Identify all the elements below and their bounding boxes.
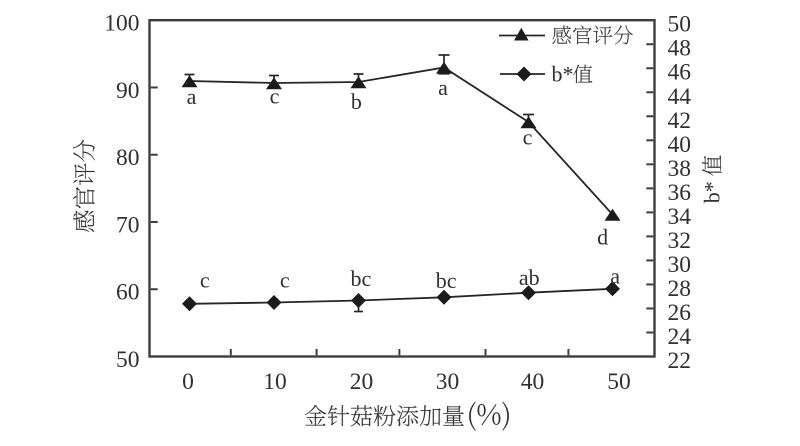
svg-text:24: 24 [668,324,692,350]
svg-text:a: a [438,75,448,100]
svg-text:20: 20 [350,369,374,395]
svg-text:38: 38 [668,156,692,182]
svg-text:60: 60 [116,280,140,306]
svg-text:c: c [280,268,290,293]
svg-text:30: 30 [436,369,460,395]
svg-text:46: 46 [668,60,692,86]
svg-text:80: 80 [116,145,140,171]
svg-text:b*: b* [700,181,725,203]
svg-text:c: c [200,268,210,293]
svg-text:40: 40 [521,369,545,395]
svg-text:50: 50 [607,369,631,395]
svg-text:22: 22 [668,348,692,374]
svg-text:b: b [351,89,362,114]
svg-text:34: 34 [668,204,692,230]
svg-text:c: c [270,84,280,109]
svg-text:26: 26 [668,300,692,326]
svg-text:28: 28 [668,276,692,302]
svg-text:30: 30 [668,252,692,278]
svg-text:50: 50 [116,347,140,373]
svg-text:10: 10 [263,369,287,395]
svg-text:bc: bc [351,266,372,291]
svg-text:c: c [523,125,533,150]
svg-text:90: 90 [116,78,140,104]
svg-text:ab: ab [519,265,540,290]
svg-text:100: 100 [104,11,139,37]
svg-text:bc: bc [436,268,457,293]
svg-text:b*: b* [552,62,574,87]
svg-text:d: d [597,225,608,250]
svg-text:a: a [610,264,620,289]
svg-text:42: 42 [668,108,692,134]
svg-text:50: 50 [668,12,692,38]
svg-text:40: 40 [668,132,692,158]
svg-text:a: a [187,84,197,109]
svg-text:44: 44 [668,84,692,110]
svg-text:48: 48 [668,36,692,62]
svg-text:36: 36 [668,180,692,206]
svg-text:32: 32 [668,228,692,254]
svg-text:70: 70 [116,212,140,238]
svg-text:0: 0 [182,369,194,395]
